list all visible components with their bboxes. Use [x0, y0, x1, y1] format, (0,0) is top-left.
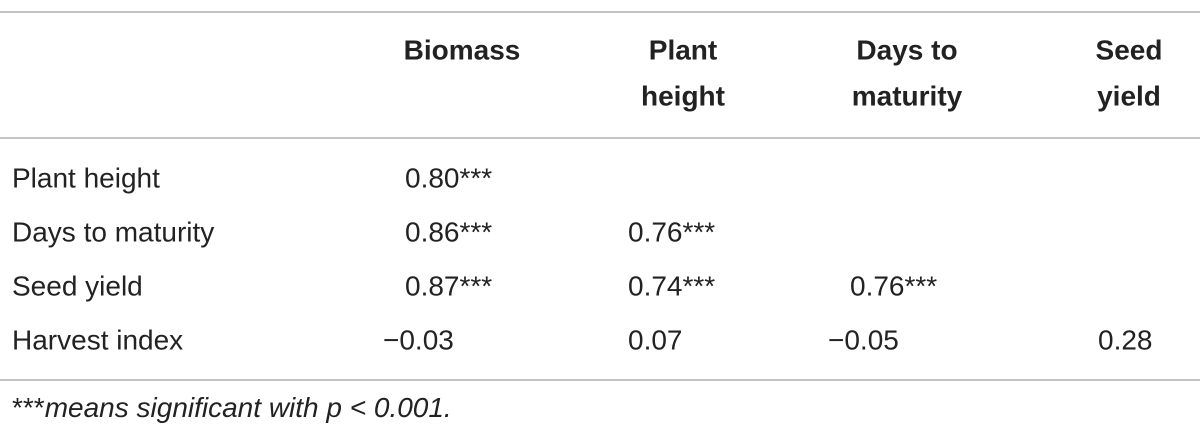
column-header: Seed	[1096, 34, 1163, 65]
footnote: ***means significant with p < 0.001.	[12, 392, 452, 423]
cell-value: 0.76***	[628, 216, 715, 247]
column-header: Plant	[649, 34, 717, 65]
row-label: Harvest index	[12, 324, 183, 355]
cell-value: 0.80***	[405, 162, 492, 193]
cell-value: 0.07	[628, 324, 683, 355]
cell-value: 0.86***	[405, 216, 492, 247]
row-label: Seed yield	[12, 270, 143, 301]
cell-value: 0.76***	[850, 270, 937, 301]
column-header: yield	[1097, 80, 1161, 111]
cell-value: −0.03	[383, 324, 454, 355]
cell-value: 0.74***	[628, 270, 715, 301]
column-header: Biomass	[404, 34, 521, 65]
column-header: height	[641, 80, 725, 111]
cell-value: −0.05	[828, 324, 899, 355]
column-header: maturity	[852, 80, 963, 111]
footnote-marker: ***	[12, 392, 45, 423]
cell-value: 0.87***	[405, 270, 492, 301]
cell-value: 0.28	[1098, 324, 1153, 355]
column-header: Days to	[856, 34, 957, 65]
row-label: Plant height	[12, 162, 160, 193]
row-label: Days to maturity	[12, 216, 214, 247]
footnote-text: means significant with p < 0.001.	[45, 392, 452, 423]
